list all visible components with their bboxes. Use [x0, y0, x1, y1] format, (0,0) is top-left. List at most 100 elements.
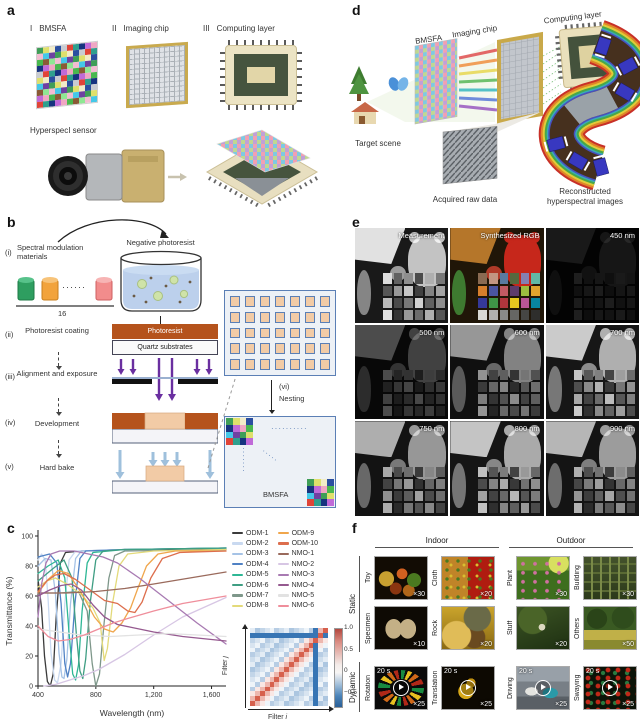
heatmap-cell: [274, 676, 280, 682]
bottle-shape: [452, 366, 467, 412]
checker-cell: [531, 478, 540, 489]
heatmap-cell: [284, 628, 289, 633]
bmsfa-mosaic-illustration: [36, 40, 98, 110]
checker-cell: [584, 309, 593, 320]
legend-label: ODM-3: [246, 550, 269, 558]
butterfly-icon: [388, 77, 400, 91]
assembled-sensor-illustration: [206, 129, 318, 208]
legend-label: NMO-5: [291, 592, 315, 600]
series-NMO-1: [37, 571, 227, 594]
checker-cell: [605, 406, 615, 417]
checker-cell: [626, 382, 636, 393]
legend-label: ODM-4: [246, 560, 269, 568]
heatmap-cell: [318, 652, 324, 658]
filter-unit: [230, 327, 240, 339]
heatmap-cell: [250, 647, 255, 653]
chip-pins: [228, 40, 294, 45]
bottle-shape: [452, 462, 467, 509]
mosaic-cell: [226, 438, 233, 445]
checker-cell: [435, 273, 445, 284]
reconstructed-label-1: Reconstructed: [559, 187, 611, 196]
duration-badge: 20 s: [444, 668, 458, 675]
heatmap-cell: [269, 632, 275, 638]
mosaic-cell: [239, 424, 247, 432]
checker-cell: [510, 406, 519, 417]
fabric-shape: [450, 324, 501, 361]
checker-cell: [616, 490, 625, 502]
filter-unit: [275, 327, 285, 339]
series-ODM-5: [37, 547, 227, 681]
heatmap-cell: [289, 667, 294, 672]
heatmap-cell: [250, 676, 255, 682]
heatmap-cell: [279, 676, 285, 682]
series-NMO-6: [37, 595, 227, 642]
legend-swatch: [277, 573, 289, 576]
checker-cell: [573, 370, 583, 381]
heatmap-cell: [318, 686, 324, 692]
heatmap-cell: [254, 662, 260, 667]
mosaic-cell: [307, 492, 314, 500]
tile-label: 450 nm: [609, 231, 635, 240]
film-frames: [543, 33, 640, 180]
series-NMO-3: [37, 550, 227, 645]
checker-cell: [510, 285, 519, 296]
heatmap-cell: [289, 686, 294, 692]
heatmap-cell: [303, 676, 309, 682]
step-numeral: (iv): [5, 418, 16, 427]
legend-label: ODM-1: [246, 529, 269, 537]
checker-cell: [404, 466, 413, 477]
scene-thumbnail-building: ×30: [583, 556, 637, 600]
heatmap-cell: [269, 681, 275, 687]
heatmap-cell: [264, 691, 270, 697]
heatmap-cell: [254, 691, 260, 697]
x-axis-label: Wavelength (nm): [100, 708, 165, 718]
checker-cell: [488, 370, 498, 381]
heatmap-cell: [308, 642, 314, 648]
checker-cell: [520, 297, 530, 308]
heatmap-cell: [303, 642, 309, 648]
bottle-shape: [356, 269, 371, 316]
filter-unit: [320, 359, 330, 370]
checker-cell: [531, 285, 540, 296]
tile-label: 900 nm: [609, 424, 635, 434]
heatmap-cell: [289, 642, 294, 648]
heatmap-cell: [264, 642, 270, 648]
heatmap-cell: [313, 628, 319, 633]
checker-cell: [478, 297, 487, 308]
series-NMO-2: [43, 596, 227, 687]
heatmap-cell: [274, 657, 280, 663]
computing-layer-illustration: [220, 40, 302, 110]
heatmap-cell: [250, 662, 255, 667]
filter-unit: [230, 359, 240, 370]
legend-swatch: [277, 542, 289, 545]
heatmap-cell: [318, 637, 324, 643]
bmsfa-filter-illustration: [414, 38, 458, 125]
heatmap-cell: [323, 696, 328, 702]
checker-cell: [488, 273, 498, 284]
checker-cell: [510, 370, 519, 381]
legend-entry: ODM-8: [232, 601, 269, 611]
colorbar-tick: 0.5: [344, 645, 354, 653]
heatmap-cell: [284, 691, 289, 697]
scene-label: Translation: [432, 670, 439, 706]
step-arrow-icon: [55, 398, 62, 416]
filter-unit: [320, 311, 330, 323]
heatmap-cell: [264, 681, 270, 687]
spectral-tile: 750 nm: [355, 421, 449, 516]
heatmap-cell: [269, 676, 275, 682]
heatmap-cell: [269, 691, 275, 697]
checker-cell: [573, 503, 583, 514]
checker-cell: [382, 370, 392, 381]
mosaic-cell: [232, 418, 240, 425]
checker-cell: [382, 478, 392, 489]
heatmap-cell: [313, 652, 319, 658]
spectral-tile: 700 nm: [545, 324, 639, 420]
filter-unit: [320, 327, 330, 339]
heatmap-cell: [293, 642, 299, 648]
heatmap-cell: [298, 647, 304, 653]
scene-label: Toy: [365, 572, 372, 584]
filter-unit: [290, 343, 300, 355]
mosaic-cell: [239, 418, 247, 425]
heatmap-cell: [279, 667, 285, 672]
heatmap-cell: [323, 671, 328, 677]
